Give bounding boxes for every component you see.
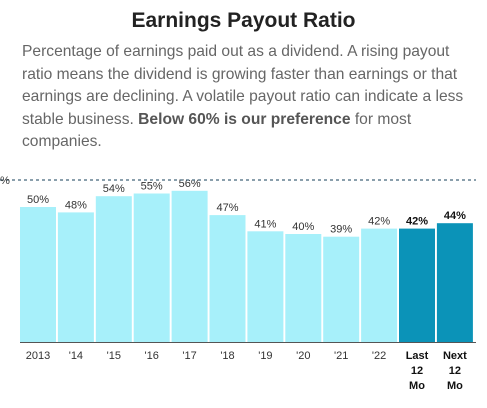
- x-tick-label-9: '22: [372, 350, 386, 362]
- bar-value-label-1: 48%: [65, 199, 87, 211]
- x-tick-label-2: '15: [107, 350, 121, 362]
- bar-value-label-2: 54%: [103, 183, 125, 195]
- payout-ratio-chart: 50%48%54%55%56%47%41%40%39%42%42%44% 0% …: [0, 175, 476, 392]
- description-emphasis: Below 60% is our preference: [138, 110, 351, 128]
- bar-value-label-10: 42%: [406, 216, 428, 228]
- x-tick-label-3: '16: [145, 350, 159, 362]
- x-tick-label-10-line-0: Last: [406, 350, 429, 362]
- bar-3: [133, 193, 170, 342]
- bar-value-label-8: 39%: [330, 224, 352, 236]
- x-axis-ticks: 2013 '14 '15 '16 '17 '18 '19 '20 '21 '22 Last 12 Mo N…: [26, 350, 467, 392]
- bar-5: [209, 215, 246, 342]
- chart-title: Earnings Payout Ratio: [131, 9, 356, 32]
- bar-11: [436, 223, 473, 342]
- bar-value-label-0: 50%: [27, 194, 49, 206]
- bar-4: [171, 190, 208, 342]
- bar-1: [57, 212, 94, 342]
- x-tick-label-11-line-1: 12: [449, 365, 461, 377]
- x-tick-label-11-line-2: Mo: [447, 380, 463, 392]
- bar-value-label-11: 44%: [444, 210, 466, 222]
- x-tick-label-7: '20: [296, 350, 310, 362]
- reference-line-label: 0%: [0, 175, 10, 187]
- bar-value-label-4: 56%: [179, 178, 201, 190]
- bar-value-label-7: 40%: [292, 221, 314, 233]
- bar-value-label-9: 42%: [368, 216, 390, 228]
- x-tick-label-6: '19: [258, 350, 272, 362]
- bar-value-label-6: 41%: [254, 218, 276, 230]
- x-tick-label-11-line-0: Next: [443, 350, 467, 362]
- x-tick-label-1: '14: [69, 350, 83, 362]
- bar-value-label-5: 47%: [216, 202, 238, 214]
- bar-value-label-3: 55%: [141, 181, 163, 193]
- bar-2: [95, 196, 132, 342]
- bar-7: [285, 234, 322, 342]
- bar-0: [20, 207, 56, 342]
- x-tick-label-4: '17: [182, 350, 196, 362]
- bar-9: [361, 228, 398, 342]
- bar-10: [399, 228, 435, 342]
- x-tick-label-10-line-2: Mo: [409, 380, 425, 392]
- bar-6: [247, 231, 284, 342]
- bar-8: [323, 236, 360, 342]
- x-tick-label-10-line-1: 12: [411, 365, 423, 377]
- description-text: Percentage of earnings paid out as a div…: [22, 43, 464, 128]
- x-tick-label-5: '18: [220, 350, 234, 362]
- x-tick-label-0: 2013: [26, 350, 50, 362]
- x-tick-label-8: '21: [334, 350, 348, 362]
- bars-layer: 50% 48% 54% 55% 56% 47% 41% 40% 39% 42% 42% 44%: [20, 178, 473, 342]
- chart-description: Percentage of earnings paid out as a div…: [22, 41, 477, 154]
- description-text-end: for most companies.: [22, 110, 412, 151]
